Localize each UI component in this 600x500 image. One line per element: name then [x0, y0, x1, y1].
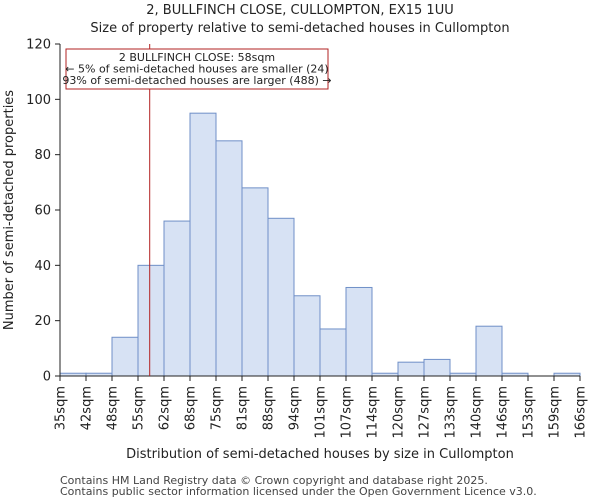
- plot-area: 0 20 40 60 80 100 120 35sqm 42sqm 48sqm 55sqm 62sqm…: [26, 38, 588, 439]
- bar-48sqm: [111, 336, 139, 377]
- x-tick-label-81sqm: 81sqm: [236, 386, 251, 430]
- bar-55sqm: [137, 264, 165, 377]
- bar-81sqm: [241, 187, 269, 377]
- bar-94sqm: [293, 295, 321, 377]
- footer-licence: Contains public sector information licen…: [60, 485, 537, 498]
- x-axis-label: Distribution of semi-detached houses by …: [126, 447, 514, 462]
- annotation-line-3: 93% of semi-detached houses are larger (…: [62, 74, 331, 87]
- x-tick-label-153sqm: 153sqm: [522, 386, 537, 439]
- bar-62sqm: [163, 220, 191, 377]
- x-tick-label-159sqm: 159sqm: [548, 386, 563, 439]
- y-tick-label-100: 100: [26, 93, 51, 108]
- x-tick-label-140sqm: 140sqm: [470, 386, 485, 439]
- y-tick-label-80: 80: [34, 148, 51, 163]
- x-tick-label-55sqm: 55sqm: [132, 386, 147, 430]
- footer-copyright: Contains HM Land Registry data © Crown c…: [60, 474, 488, 487]
- x-tick-label-107sqm: 107sqm: [340, 386, 355, 439]
- bar-127sqm: [423, 358, 451, 377]
- bar-88sqm: [267, 217, 295, 377]
- bar-101sqm: [319, 328, 347, 377]
- chart-subtitle: Size of property relative to semi-detach…: [90, 21, 509, 36]
- x-tick-label-42sqm: 42sqm: [80, 386, 95, 430]
- bar-107sqm: [345, 286, 373, 377]
- x-tick-label-35sqm: 35sqm: [54, 386, 69, 430]
- x-tick-label-68sqm: 68sqm: [184, 386, 199, 430]
- annotation-line-2: ← 5% of semi-detached houses are smaller…: [65, 63, 328, 76]
- x-tick-label-127sqm: 127sqm: [418, 386, 433, 439]
- bar-120sqm: [397, 361, 425, 377]
- chart-title: 2, BULLFINCH CLOSE, CULLOMPTON, EX15 1UU: [146, 3, 453, 18]
- x-tick-label-94sqm: 94sqm: [288, 386, 303, 430]
- x-tick-label-75sqm: 75sqm: [210, 386, 225, 430]
- annotation-box: [65, 48, 329, 90]
- x-tick-label-120sqm: 120sqm: [392, 386, 407, 439]
- x-tick-label-88sqm: 88sqm: [262, 386, 277, 430]
- x-tick-label-146sqm: 146sqm: [496, 386, 511, 439]
- y-tick-label-40: 40: [34, 259, 51, 274]
- bar-140sqm: [475, 325, 503, 377]
- y-tick-label-60: 60: [34, 204, 51, 219]
- x-tick-label-48sqm: 48sqm: [106, 386, 121, 430]
- x-tick-label-114sqm: 114sqm: [366, 386, 381, 439]
- x-tick-label-101sqm: 101sqm: [314, 386, 329, 439]
- y-tick-label-20: 20: [34, 314, 51, 329]
- y-tick-label-120: 120: [26, 38, 51, 53]
- bar-75sqm: [215, 140, 243, 377]
- annotation-line-1: 2 BULLFINCH CLOSE: 58sqm: [119, 51, 275, 64]
- bar-68sqm: [189, 112, 217, 377]
- y-axis-label: Number of semi-detached properties: [2, 90, 17, 330]
- x-tick-label-166sqm: 166sqm: [574, 386, 589, 439]
- x-tick-label-133sqm: 133sqm: [444, 386, 459, 439]
- y-tick-label-0: 0: [43, 370, 51, 385]
- x-tick-label-62sqm: 62sqm: [158, 386, 173, 430]
